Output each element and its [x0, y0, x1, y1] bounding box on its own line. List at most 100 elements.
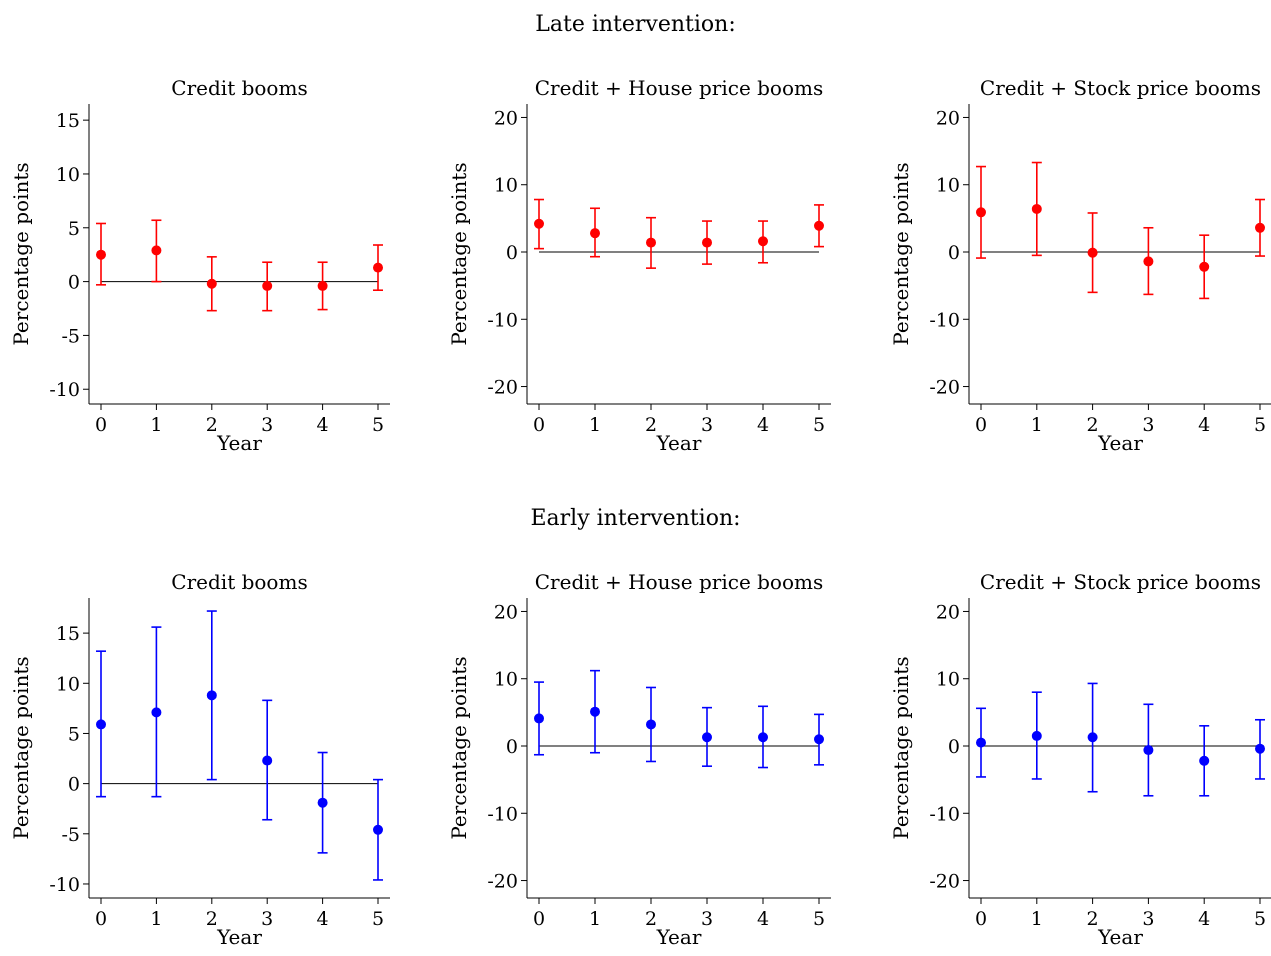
data-point — [758, 732, 768, 743]
panel-title: Credit + Stock price booms — [980, 76, 1261, 100]
data-point — [1143, 256, 1154, 267]
y-tick-label: 10 — [56, 673, 80, 695]
y-tick-label: -20 — [487, 871, 518, 893]
data-point — [1199, 755, 1210, 766]
y-axis-label: Percentage points — [889, 162, 913, 345]
y-tick-label: 0 — [948, 242, 960, 264]
x-tick-label: 2 — [645, 908, 657, 930]
data-point — [534, 713, 544, 724]
x-tick-label: 4 — [1198, 908, 1210, 930]
data-point — [373, 824, 383, 835]
x-tick-label: 1 — [589, 414, 601, 436]
y-axis-label: Percentage points — [889, 656, 913, 839]
x-tick-label: 2 — [1087, 414, 1099, 436]
y-tick-label: 10 — [936, 175, 960, 197]
y-tick-label: 5 — [68, 218, 80, 240]
y-axis-label: Percentage points — [447, 656, 471, 839]
x-tick-label: 5 — [813, 908, 825, 930]
y-tick-label: -20 — [929, 377, 960, 399]
data-point — [646, 719, 656, 730]
x-tick-label: 4 — [317, 414, 329, 436]
data-point — [1087, 732, 1098, 743]
y-tick-label: -10 — [929, 803, 960, 825]
data-point — [1031, 203, 1042, 214]
x-tick-label: 2 — [206, 908, 218, 930]
x-axis-label: Year — [1097, 925, 1143, 949]
data-point — [206, 690, 217, 701]
x-tick-label: 0 — [533, 908, 545, 930]
y-tick-label: -10 — [487, 803, 518, 825]
x-tick-label: 4 — [1198, 414, 1210, 436]
x-axis-label: Year — [1097, 431, 1143, 455]
data-point — [702, 732, 712, 743]
data-point — [206, 278, 217, 289]
data-point — [590, 228, 600, 239]
y-tick-label: 0 — [68, 774, 80, 796]
data-point — [1143, 745, 1154, 756]
data-point — [758, 236, 768, 247]
y-tick-label: 15 — [56, 110, 80, 132]
x-tick-label: 5 — [1254, 908, 1266, 930]
chart-panel: Credit + House price booms-20-1001020Per… — [447, 76, 831, 455]
y-tick-label: 10 — [494, 669, 518, 691]
data-point — [1199, 261, 1210, 272]
y-axis-label: Percentage points — [447, 162, 471, 345]
panel-title: Credit booms — [171, 76, 307, 100]
x-tick-label: 4 — [757, 908, 769, 930]
y-tick-label: 20 — [936, 107, 960, 129]
y-tick-label: 0 — [948, 736, 960, 758]
x-axis-label: Year — [656, 431, 702, 455]
x-axis-label: Year — [216, 431, 262, 455]
data-point — [1255, 222, 1265, 233]
x-tick-label: 3 — [261, 414, 273, 436]
y-tick-label: 0 — [68, 272, 80, 294]
data-point — [1087, 247, 1098, 258]
y-tick-label: 0 — [506, 736, 518, 758]
y-tick-label: 10 — [56, 164, 80, 186]
data-point — [151, 245, 162, 256]
x-tick-label: 0 — [95, 908, 107, 930]
x-tick-label: 5 — [372, 908, 384, 930]
x-tick-label: 4 — [757, 414, 769, 436]
y-tick-label: -5 — [61, 325, 80, 347]
x-tick-label: 3 — [261, 908, 273, 930]
y-tick-label: -10 — [929, 309, 960, 331]
panel-title: Credit + House price booms — [535, 570, 824, 594]
y-tick-label: 10 — [494, 175, 518, 197]
x-tick-label: 5 — [813, 414, 825, 436]
x-tick-label: 0 — [95, 414, 107, 436]
x-tick-label: 4 — [317, 908, 329, 930]
y-tick-label: 20 — [936, 601, 960, 623]
data-point — [317, 280, 328, 291]
chart-panel: Credit + Stock price booms-20-1001020Per… — [889, 570, 1271, 949]
x-tick-label: 2 — [206, 414, 218, 436]
late-intervention-title: Late intervention: — [535, 12, 736, 37]
data-point — [1031, 730, 1042, 741]
y-tick-label: 5 — [68, 723, 80, 745]
data-point — [96, 249, 106, 260]
x-tick-label: 2 — [645, 414, 657, 436]
data-point — [317, 797, 328, 808]
x-tick-label: 3 — [701, 908, 713, 930]
x-tick-label: 3 — [1142, 908, 1154, 930]
x-tick-label: 3 — [701, 414, 713, 436]
y-tick-label: 20 — [494, 601, 518, 623]
x-tick-label: 1 — [589, 908, 601, 930]
x-tick-label: 5 — [372, 414, 384, 436]
data-point — [976, 207, 986, 218]
y-tick-label: -20 — [487, 377, 518, 399]
x-tick-label: 5 — [1254, 414, 1266, 436]
y-tick-label: -20 — [929, 871, 960, 893]
data-point — [262, 280, 273, 291]
data-point — [534, 218, 544, 229]
x-tick-label: 2 — [1087, 908, 1099, 930]
y-axis-label: Percentage points — [9, 162, 33, 345]
x-tick-label: 1 — [150, 908, 162, 930]
x-tick-label: 0 — [975, 414, 987, 436]
panel-title: Credit + House price booms — [535, 76, 824, 100]
x-tick-label: 1 — [1031, 908, 1043, 930]
data-point — [976, 737, 986, 748]
data-point — [96, 719, 106, 730]
